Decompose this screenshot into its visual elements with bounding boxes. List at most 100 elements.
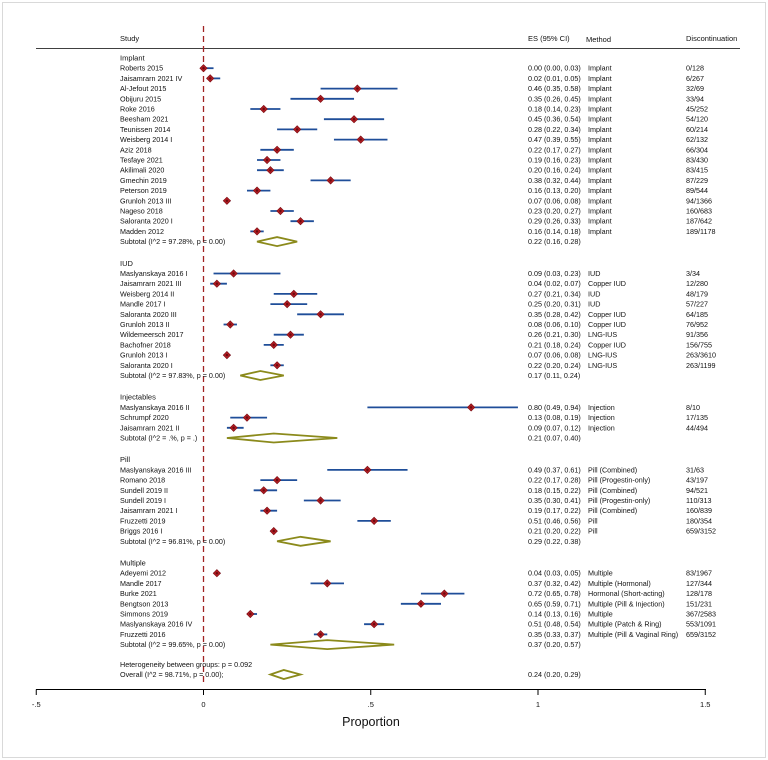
study-label: Al-Jefout 2015 xyxy=(120,84,166,93)
discontinuation-value: 48/179 xyxy=(686,289,708,298)
study-label: Aziz 2018 xyxy=(120,145,152,154)
study-label: Briggs 2016 I xyxy=(120,527,162,536)
es-ci-text: 0.22 (0.17, 0.28) xyxy=(528,476,581,485)
study-label: Fruzzetti 2016 xyxy=(120,630,166,639)
method-label: Pill (Combined) xyxy=(588,465,637,474)
study-label: Akilimali 2020 xyxy=(120,166,164,175)
discontinuation-value: 553/1091 xyxy=(686,620,716,629)
study-label: Beesham 2021 xyxy=(120,115,168,124)
es-ci-text: 0.18 (0.14, 0.23) xyxy=(528,105,581,114)
method-label: Copper IUD xyxy=(588,279,626,288)
subtotal-label: Subtotal (I^2 = 99.65%, p = 0.00) xyxy=(120,640,225,649)
point-estimate-marker-center xyxy=(255,189,259,192)
study-label: Burke 2021 xyxy=(120,589,157,598)
discontinuation-value: 160/683 xyxy=(686,207,712,216)
study-label: Adeyemi 2012 xyxy=(120,569,166,578)
method-label: Implant xyxy=(588,74,612,83)
study-label: Jaisamrarn 2021 IV xyxy=(120,74,183,83)
method-label: Implant xyxy=(588,94,612,103)
method-label: Copper IUD xyxy=(588,340,626,349)
point-estimate-marker-center xyxy=(469,406,473,409)
discontinuation-value: 128/178 xyxy=(686,589,712,598)
point-estimate-marker-center xyxy=(352,118,356,121)
header-discontinuation: Discontinuation xyxy=(686,34,737,43)
point-estimate-marker-center xyxy=(372,519,376,523)
method-label: IUD xyxy=(588,289,600,298)
group-label: Implant xyxy=(120,54,146,63)
discontinuation-value: 89/544 xyxy=(686,186,708,195)
x-tick-label: 1 xyxy=(536,700,540,709)
es-ci-text: 0.00 (0.00, 0.03) xyxy=(528,64,581,73)
es-ci-text: 0.47 (0.39, 0.55) xyxy=(528,135,581,144)
discontinuation-value: 659/3152 xyxy=(686,527,716,536)
study-label: Bachofner 2018 xyxy=(120,340,171,349)
method-label: Multiple (Pill & Injection) xyxy=(588,599,665,608)
es-ci-text: 0.13 (0.08, 0.19) xyxy=(528,413,581,422)
study-label: Roke 2016 xyxy=(120,105,155,114)
discontinuation-value: 263/1199 xyxy=(686,361,715,370)
study-label: Sundell 2019 I xyxy=(120,496,166,505)
study-label: Saloranta 2020 I xyxy=(120,217,173,226)
point-estimate-marker-center xyxy=(208,77,212,80)
point-estimate-marker-center xyxy=(232,272,235,275)
method-label: Hormonal (Short-acting) xyxy=(588,589,665,598)
method-label: Implant xyxy=(588,64,612,73)
x-axis-ticks: -.5 0 .5 1 1.5 xyxy=(32,689,710,709)
subtotal-es-ci-text: 0.37 (0.20, 0.57) xyxy=(528,640,581,649)
study-label: Grunloh 2013 III xyxy=(120,196,172,205)
study-label: Mandle 2017 I xyxy=(120,300,166,309)
discontinuation-value: 6/267 xyxy=(686,74,704,83)
point-estimate-marker-center xyxy=(326,582,329,585)
method-label: Implant xyxy=(588,217,612,226)
point-estimate-marker-center xyxy=(255,230,259,233)
es-ci-text: 0.23 (0.20, 0.27) xyxy=(528,207,581,216)
es-ci-text: 0.04 (0.03, 0.05) xyxy=(528,569,581,578)
study-label: Sundell 2019 II xyxy=(120,486,168,495)
point-estimate-marker-center xyxy=(279,209,282,213)
subtotal-label: Subtotal (I^2 = 97.83%, p = 0.00) xyxy=(120,371,225,380)
discontinuation-value: 94/521 xyxy=(686,486,708,495)
header-es: ES (95% CI) xyxy=(528,34,570,43)
method-label: LNG-IUS xyxy=(588,361,617,370)
group-label: Pill xyxy=(120,455,130,464)
study-label: Weisberg 2014 II xyxy=(120,289,174,298)
method-label: Implant xyxy=(588,176,612,185)
group-label: IUD xyxy=(120,259,134,268)
method-label: Implant xyxy=(588,105,612,114)
es-ci-text: 0.16 (0.13, 0.20) xyxy=(528,186,581,195)
point-estimate-marker-center xyxy=(245,416,249,419)
es-ci-text: 0.25 (0.20, 0.31) xyxy=(528,300,581,309)
es-ci-text: 0.09 (0.03, 0.23) xyxy=(528,269,581,278)
group-label: Injectables xyxy=(120,393,156,402)
point-estimate-marker-center xyxy=(295,128,299,131)
study-label: Obijuru 2015 xyxy=(120,94,161,103)
point-estimate-marker-center xyxy=(202,67,205,70)
study-label: Peterson 2019 xyxy=(120,186,167,195)
header-method: Method xyxy=(586,35,611,44)
es-ci-text: 0.28 (0.22, 0.34) xyxy=(528,125,581,134)
point-estimate-marker-center xyxy=(285,302,289,306)
overall-diamond xyxy=(267,669,304,680)
method-label: IUD xyxy=(588,269,600,278)
es-ci-text: 0.35 (0.26, 0.45) xyxy=(528,94,581,103)
discontinuation-value: 367/2583 xyxy=(686,610,716,619)
es-ci-text: 0.14 (0.13, 0.16) xyxy=(528,610,581,619)
discontinuation-value: 83/1967 xyxy=(686,569,712,578)
study-label: Jaisamrarn 2021 II xyxy=(120,423,180,432)
x-tick-label: 0 xyxy=(201,700,205,709)
discontinuation-value: 160/839 xyxy=(686,506,712,515)
subtotal-diamond xyxy=(240,370,284,381)
discontinuation-value: 187/642 xyxy=(686,217,712,226)
method-label: LNG-IUS xyxy=(588,330,617,339)
study-label: Maslyanskaya 2016 II xyxy=(120,403,190,412)
method-label: Multiple xyxy=(588,569,613,578)
subtotal-es-ci-text: 0.29 (0.22, 0.38) xyxy=(528,537,581,546)
es-ci-text: 0.27 (0.21, 0.34) xyxy=(528,289,581,298)
point-estimate-marker-center xyxy=(372,623,376,626)
point-estimate-marker-center xyxy=(319,313,322,316)
point-estimate-marker-center xyxy=(272,343,275,347)
method-label: Implant xyxy=(588,186,612,195)
method-label: Implant xyxy=(588,135,612,144)
subtotal-label: Subtotal (I^2 = 96.81%, p = 0.00) xyxy=(120,537,225,546)
